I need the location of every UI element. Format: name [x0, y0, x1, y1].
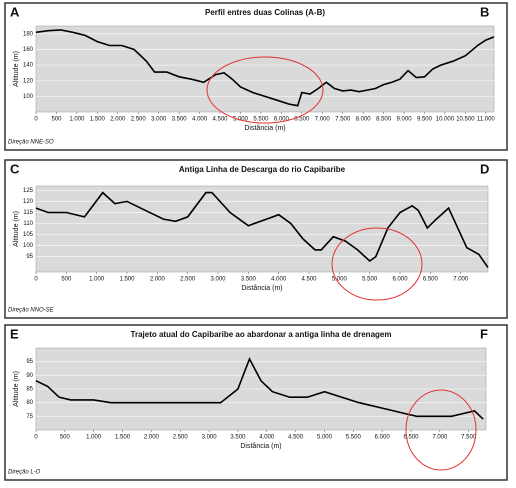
x-tick-label: 8.000	[356, 117, 372, 123]
x-tick-label: 6.000	[393, 277, 409, 283]
x-tick-label: 7.000	[453, 277, 469, 283]
x-tick-label: 8.500	[376, 117, 392, 123]
y-tick-label: 85	[26, 387, 33, 393]
chart-title: Trajeto atual do Capibaribe ao abardonar…	[131, 330, 392, 339]
x-tick-label: 1.000	[86, 435, 102, 441]
y-tick-label: 120	[23, 199, 34, 205]
y-tick-label: 160	[23, 47, 34, 53]
x-tick-label: 7.500	[461, 435, 477, 441]
profile-line	[35, 191, 489, 269]
x-axis-label: Distância (m)	[241, 285, 282, 292]
y-axis-label: Altitude (m)	[13, 51, 20, 87]
x-tick-label: 3.000	[151, 117, 167, 123]
x-tick-label: 4.500	[302, 277, 318, 283]
corner-label: E	[10, 326, 19, 341]
x-tick-label: 0	[34, 435, 38, 441]
y-tick-label: 105	[23, 232, 34, 238]
x-tick-label: 7.000	[315, 117, 331, 123]
x-tick-label: 500	[51, 117, 62, 123]
x-tick-label: 2.500	[131, 117, 147, 123]
x-tick-label: 0	[34, 117, 38, 123]
y-tick-label: 90	[26, 373, 33, 379]
x-tick-label: 6.000	[274, 117, 290, 123]
highlight-ellipse	[405, 389, 477, 471]
x-tick-label: 4.000	[192, 117, 208, 123]
y-tick-label: 180	[23, 31, 34, 37]
x-tick-label: 2.000	[110, 117, 126, 123]
corner-label: C	[10, 161, 20, 176]
x-tick-label: 5.000	[317, 435, 333, 441]
x-tick-label: 5.000	[233, 117, 249, 123]
x-tick-label: 3.000	[202, 435, 218, 441]
x-tick-label: 1.500	[119, 277, 135, 283]
x-tick-label: 7.000	[432, 435, 448, 441]
highlight-ellipse	[331, 227, 423, 301]
x-tick-label: 4.000	[259, 435, 275, 441]
x-tick-label: 500	[61, 277, 72, 283]
y-tick-label: 110	[23, 221, 33, 227]
highlight-ellipse	[206, 56, 324, 124]
corner-label: B	[480, 4, 489, 19]
x-tick-label: 2.500	[180, 277, 196, 283]
y-tick-label: 115	[23, 210, 33, 216]
y-axis-label: Altitude (m)	[13, 211, 20, 247]
x-tick-label: 3.500	[241, 277, 257, 283]
x-tick-label: 11.000	[477, 117, 496, 123]
plot-area	[35, 185, 489, 273]
y-tick-label: 95	[26, 254, 33, 260]
x-tick-label: 3.500	[172, 117, 188, 123]
y-tick-label: 95	[26, 359, 33, 365]
corner-label: F	[480, 326, 488, 341]
x-axis-label: Distância (m)	[244, 125, 285, 132]
y-tick-label: 100	[23, 243, 34, 249]
x-tick-label: 1.000	[69, 117, 85, 123]
x-tick-label: 6.500	[294, 117, 310, 123]
plot-area	[35, 25, 495, 113]
y-tick-label: 80	[26, 400, 33, 406]
x-tick-label: 2.000	[150, 277, 166, 283]
chart-title: Perfil entres duas Colinas (A-B)	[205, 8, 325, 17]
y-tick-label: 125	[23, 188, 34, 194]
corner-label: A	[10, 4, 20, 19]
x-tick-label: 4.500	[213, 117, 229, 123]
x-tick-label: 0	[34, 277, 38, 283]
profile-line	[35, 356, 484, 420]
x-tick-label: 1.500	[90, 117, 106, 123]
x-tick-label: 6.500	[423, 277, 439, 283]
direction-note: Direção NNO-SE	[8, 308, 55, 314]
profile-line	[35, 29, 495, 107]
x-tick-label: 10.000	[436, 117, 455, 123]
x-tick-label: 9.500	[417, 117, 433, 123]
corner-label: D	[480, 161, 489, 176]
direction-note: Direção L-O	[8, 470, 41, 476]
x-tick-label: 2.000	[144, 435, 160, 441]
x-tick-label: 6.500	[403, 435, 419, 441]
y-tick-label: 75	[26, 414, 33, 420]
y-tick-label: 120	[23, 78, 34, 84]
x-tick-label: 5.500	[346, 435, 362, 441]
x-tick-label: 5.500	[362, 277, 378, 283]
x-tick-label: 1.500	[115, 435, 131, 441]
chart-title: Antiga Linha de Descarga do rio Capibari…	[179, 165, 346, 174]
x-tick-label: 4.500	[288, 435, 304, 441]
y-axis-label: Altitude (m)	[13, 371, 20, 407]
x-tick-label: 9.000	[397, 117, 413, 123]
x-axis-label: Distância (m)	[240, 443, 281, 450]
x-tick-label: 5.500	[253, 117, 269, 123]
x-tick-label: 5.000	[332, 277, 348, 283]
x-tick-label: 4.000	[271, 277, 287, 283]
x-tick-label: 7.500	[335, 117, 351, 123]
direction-note: Direção NNE-SO	[8, 140, 54, 146]
y-tick-label: 100	[23, 94, 34, 100]
x-tick-label: 6.000	[375, 435, 391, 441]
x-tick-label: 10.500	[456, 117, 475, 123]
x-tick-label: 3.500	[230, 435, 246, 441]
x-tick-label: 3.000	[211, 277, 227, 283]
x-tick-label: 2.500	[173, 435, 189, 441]
x-tick-label: 500	[60, 435, 71, 441]
y-tick-label: 140	[23, 63, 34, 69]
x-tick-label: 1.000	[89, 277, 105, 283]
